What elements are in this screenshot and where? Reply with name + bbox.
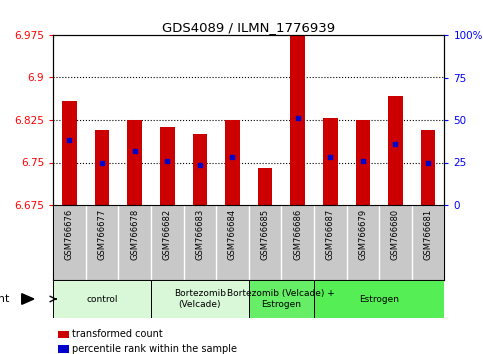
Bar	[388, 96, 403, 205]
Bar	[225, 120, 240, 205]
Text: percentile rank within the sample: percentile rank within the sample	[72, 344, 238, 354]
Title: GDS4089 / ILMN_1776939: GDS4089 / ILMN_1776939	[162, 21, 335, 34]
Text: GSM766686: GSM766686	[293, 209, 302, 260]
Bar	[355, 120, 370, 205]
Bar	[151, 280, 249, 318]
Bar	[193, 134, 207, 205]
Bar	[128, 120, 142, 205]
Bar	[323, 118, 338, 205]
Text: GSM766687: GSM766687	[326, 209, 335, 260]
Text: GSM766683: GSM766683	[195, 209, 204, 260]
Text: GSM766682: GSM766682	[163, 209, 172, 260]
Text: GSM766676: GSM766676	[65, 209, 74, 260]
Text: GSM766685: GSM766685	[260, 209, 270, 260]
Text: GSM766684: GSM766684	[228, 209, 237, 260]
Text: GSM766678: GSM766678	[130, 209, 139, 260]
Text: control: control	[86, 295, 118, 303]
Text: transformed count: transformed count	[72, 329, 163, 339]
Text: GSM766679: GSM766679	[358, 209, 368, 260]
Bar	[314, 280, 444, 318]
Text: Bortezomib
(Velcade): Bortezomib (Velcade)	[174, 289, 226, 309]
Text: GSM766680: GSM766680	[391, 209, 400, 260]
Bar	[421, 130, 435, 205]
Bar	[62, 101, 77, 205]
Bar	[290, 35, 305, 205]
Bar	[249, 280, 314, 318]
Bar	[95, 130, 109, 205]
Text: Estrogen: Estrogen	[359, 295, 399, 303]
Text: GSM766677: GSM766677	[98, 209, 107, 260]
Bar	[258, 168, 272, 205]
Text: GSM766681: GSM766681	[424, 209, 433, 260]
Text: Bortezomib (Velcade) +
Estrogen: Bortezomib (Velcade) + Estrogen	[227, 289, 335, 309]
Text: agent: agent	[0, 294, 10, 304]
Bar	[53, 280, 151, 318]
Bar	[160, 127, 174, 205]
